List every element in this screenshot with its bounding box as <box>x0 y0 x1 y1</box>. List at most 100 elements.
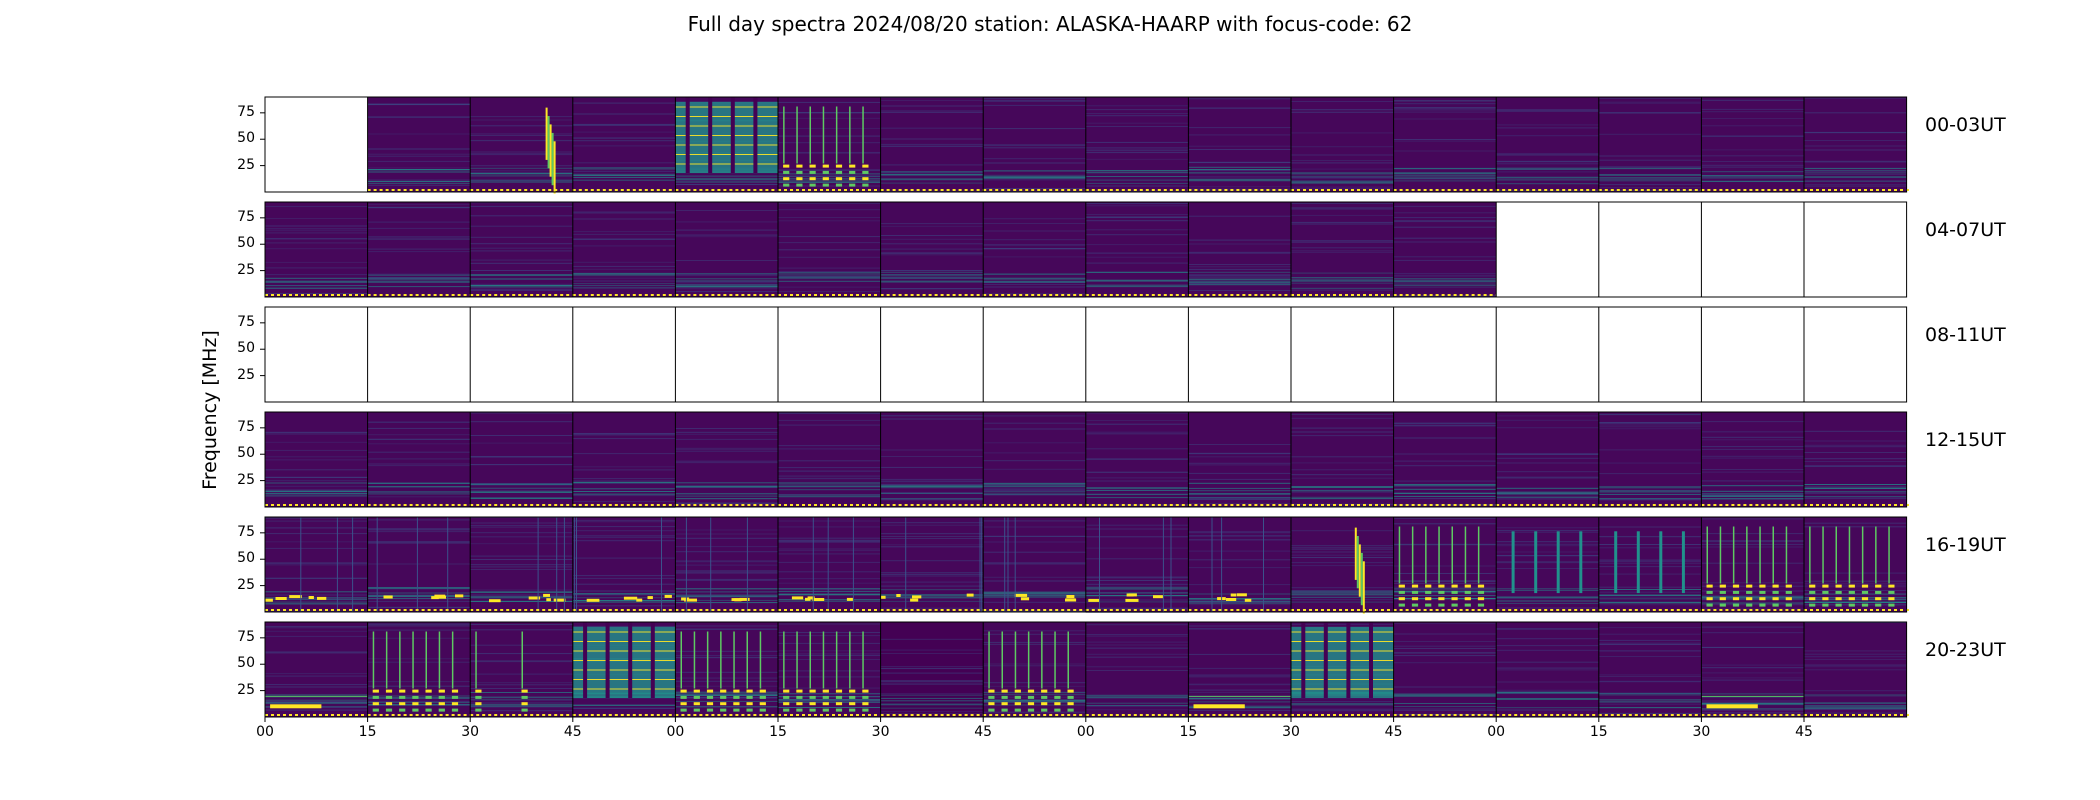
panel-20-23UT-4-stripe <box>746 695 753 699</box>
panel-04-07UT-5-baseline <box>802 294 805 296</box>
panel-20-23UT-5-stripe-v <box>822 631 825 689</box>
panel-00-03UT-5-stripe <box>862 164 869 168</box>
panel-20-23UT-7-stripe <box>1067 689 1074 693</box>
panel-04-07UT-0-baseline <box>271 294 274 296</box>
panel-00-03UT-13-noise <box>1598 166 1702 167</box>
panel-00-03UT-7-baseline <box>989 189 993 191</box>
panel-04-07UT-7-baseline <box>1049 294 1053 296</box>
panel-20-23UT-8-baseline <box>1181 714 1185 716</box>
panel-16-19UT-15-lowband <box>1804 601 1907 603</box>
panel-20-23UT-3-baseline <box>638 714 642 716</box>
panel-12-15UT-14-bg <box>1701 412 1804 507</box>
panel-16-19UT-15-noise <box>1804 590 1907 591</box>
panel-16-19UT-1-active-v <box>376 517 378 612</box>
panel-16-19UT-7-lowband <box>983 593 1086 595</box>
panel-20-23UT-7-stripe <box>1067 708 1074 712</box>
panel-12-15UT-5-baseline <box>784 504 787 506</box>
panel-04-07UT-8-noise <box>1085 262 1189 264</box>
panel-12-15UT-2-baseline <box>536 504 540 506</box>
panel-16-19UT-1-noise <box>367 563 471 565</box>
panel-04-07UT-9-noise <box>1188 282 1291 284</box>
panel-12-15UT-9-baseline <box>1188 504 1192 506</box>
panel-04-07UT-5-baseline <box>856 294 859 296</box>
panel-16-19UT-10-burst <box>1354 527 1357 580</box>
panel-04-07UT-10-lowband <box>1291 280 1394 282</box>
panel-04-07UT-9-noise <box>1188 274 1291 276</box>
panel-16-19UT-9-active-v <box>1211 517 1213 612</box>
panel-16-19UT-3-baseline <box>626 609 630 611</box>
panel-00-03UT-13-noise <box>1598 102 1702 104</box>
panel-00-03UT-7-baseline <box>995 189 999 191</box>
panel-00-03UT-5-stripe-v <box>822 106 825 164</box>
panel-16-19UT-0-active <box>308 596 314 599</box>
panel-20-23UT-12-lowband <box>1496 699 1599 700</box>
panel-12-15UT-1-lowband <box>367 482 471 484</box>
panel-20-23UT-11-noise <box>1393 686 1497 688</box>
panel-20-23UT-6-baseline <box>916 714 920 716</box>
panel-16-19UT-14-baseline <box>1755 609 1759 611</box>
panel-16-19UT-1-lowband <box>367 595 471 597</box>
panel-20-23UT-1-stripe <box>372 708 379 712</box>
panel-20-23UT-9-noise <box>1188 628 1291 630</box>
panel-12-15UT-2-lowband <box>470 492 573 493</box>
panel-00-03UT-5-stripe <box>849 183 856 187</box>
panel-20-23UT-4-stripe <box>706 708 714 712</box>
panel-04-07UT-5-baseline <box>778 294 781 296</box>
panel-16-19UT-14-noise <box>1701 608 1804 610</box>
panel-04-07UT-5-baseline <box>844 294 847 296</box>
panel-20-23UT-12-baseline <box>1574 714 1578 716</box>
panel-12-15UT-9-baseline <box>1230 504 1234 506</box>
panel-20-23UT-9-lowband <box>1188 697 1291 699</box>
panel-00-03UT-10-baseline <box>1309 189 1312 191</box>
panel-20-23UT-11-baseline <box>1483 714 1487 716</box>
panel-16-19UT-0-bg <box>265 517 368 612</box>
panel-04-07UT-8-baseline <box>1157 294 1161 296</box>
panel-16-19UT-15-stripe <box>1848 597 1855 601</box>
panel-16-19UT-10-noise <box>1291 590 1394 592</box>
panel-20-23UT-9-noise <box>1188 674 1291 676</box>
panel-04-07UT-1-baseline <box>391 294 395 296</box>
panel-20-23UT-0-baseline <box>313 714 316 716</box>
panel-00-03UT-15-lowband <box>1804 176 1907 178</box>
panel-04-07UT-0-baseline <box>277 294 280 296</box>
panel-20-23UT-0-lowband <box>265 699 368 701</box>
panel-20-23UT-3-strong-line <box>572 679 676 680</box>
panel-20-23UT-0-baseline <box>349 714 352 716</box>
panel-16-19UT-12-baseline <box>1520 609 1524 611</box>
panel-12-15UT-6-noise <box>880 415 984 417</box>
panel-20-23UT-1-stripe <box>399 689 406 693</box>
panel-00-03UT-13-lowband <box>1598 178 1702 180</box>
panel-04-07UT-7-baseline <box>995 294 999 296</box>
panel-04-07UT-9-noise <box>1188 252 1291 254</box>
panel-16-19UT-14-noise <box>1701 604 1804 606</box>
panel-12-15UT-13-baseline <box>1694 504 1698 506</box>
panel-16-19UT-5-baseline <box>856 609 859 611</box>
panel-00-03UT-10-noise <box>1291 146 1394 148</box>
panel-04-07UT-1-noise <box>367 277 471 278</box>
panel-20-23UT-7-baseline <box>1031 714 1035 716</box>
panel-00-03UT-5-stripe <box>809 164 816 168</box>
panel-00-03UT-13-noise <box>1598 112 1702 113</box>
panel-20-23UT-12-noise <box>1496 669 1599 671</box>
panel-16-19UT-15-noise <box>1804 582 1907 584</box>
panel-12-15UT-14-noise <box>1701 446 1804 448</box>
panel-16-19UT-15-baseline <box>1876 609 1879 611</box>
panel-00-03UT-15-baseline <box>1852 189 1855 191</box>
panel-12-15UT-9-lowband <box>1188 493 1291 495</box>
panel-16-19UT-0-baseline <box>361 609 364 611</box>
panel-16-19UT-9-active <box>1230 593 1237 597</box>
panel-12-15UT-7-lowband <box>983 483 1086 485</box>
panel-04-07UT-7-lowband <box>983 278 1086 280</box>
panel-20-23UT-10-lowband <box>1291 703 1394 705</box>
panel-00-03UT-7-baseline <box>1001 189 1005 191</box>
panel-16-19UT-3-noise <box>572 583 676 585</box>
panel-20-23UT-10-strong-fill <box>1291 626 1394 699</box>
panel-12-15UT-8-baseline <box>1109 504 1113 506</box>
panel-16-19UT-15-stripe <box>1848 584 1855 588</box>
panel-00-03UT-14-baseline <box>1737 189 1741 191</box>
panel-12-15UT-12-lowband <box>1496 492 1599 494</box>
panel-00-03UT-1-lowband <box>367 181 471 182</box>
panel-04-07UT-9-baseline <box>1284 294 1288 296</box>
panel-00-03UT-2-lowband <box>470 167 573 169</box>
panel-16-19UT-0-active-v <box>336 517 338 612</box>
